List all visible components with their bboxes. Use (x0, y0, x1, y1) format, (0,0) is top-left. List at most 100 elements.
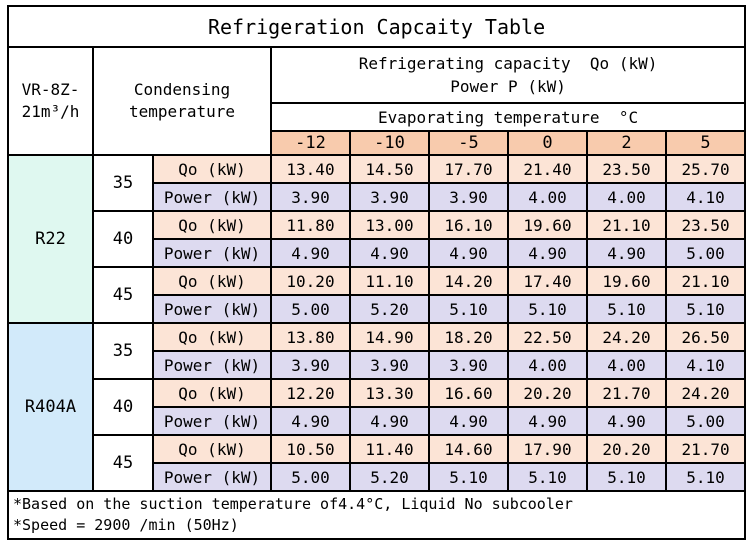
qo-value-cell: 21.70 (586, 378, 667, 408)
header-row-1: VR-8Z- 21m³/h Condensing temperature Ref… (7, 46, 747, 156)
power-value-cell: 4.10 (664, 350, 747, 380)
temp-col-header: -5 (428, 130, 509, 156)
qo-value-cell: 24.20 (664, 378, 747, 408)
condensing-value-cell: 35 (92, 154, 154, 212)
table-row: Power (kW) 4.90 4.90 4.90 4.90 4.90 5.00 (8, 238, 747, 268)
table-row: Power (kW) 3.90 3.90 3.90 4.00 4.00 4.10 (8, 182, 747, 212)
power-value-cell: 3.90 (428, 350, 509, 380)
table-row: Power (kW) 4.90 4.90 4.90 4.90 4.90 5.00 (8, 406, 747, 436)
footnotes-cell: *Based on the suction temperature of4.4°… (6, 490, 747, 540)
qo-value-cell: 13.40 (270, 154, 351, 184)
temp-col-header: 0 (507, 130, 588, 156)
qo-value-cell: 16.10 (428, 210, 509, 240)
table-row: Power (kW) 3.90 3.90 3.90 4.00 4.00 4.10 (8, 350, 747, 380)
power-value-cell: 3.90 (270, 182, 351, 212)
refrigeration-table: Refrigeration Capcaity Table VR-8Z- 21m³… (6, 5, 747, 540)
qo-value-cell: 20.20 (507, 378, 588, 408)
power-value-cell: 3.90 (428, 182, 509, 212)
power-value-cell: 5.20 (349, 294, 430, 324)
table-row: 45 Qo (kW) 10.20 11.10 14.20 17.40 19.60… (8, 266, 747, 324)
power-row-label: Power (kW) (152, 462, 272, 492)
power-value-cell: 5.10 (664, 462, 747, 492)
power-value-cell: 4.10 (664, 182, 747, 212)
qo-value-cell: 14.60 (428, 434, 509, 464)
power-value-cell: 4.90 (270, 406, 351, 436)
power-value-cell: 5.10 (664, 294, 747, 324)
power-value-cell: 4.90 (586, 406, 667, 436)
power-row-label: Power (kW) (152, 406, 272, 436)
qo-value-cell: 11.80 (270, 210, 351, 240)
qo-value-cell: 16.60 (428, 378, 509, 408)
power-value-cell: 4.90 (428, 406, 509, 436)
condensing-value-cell: 40 (92, 378, 154, 436)
qo-row-label: Qo (kW) (152, 434, 272, 464)
qo-value-cell: 21.70 (664, 434, 747, 464)
power-value-cell: 4.90 (428, 238, 509, 268)
qo-row-label: Qo (kW) (152, 210, 272, 240)
power-value-cell: 3.90 (349, 182, 430, 212)
qo-value-cell: 21.10 (586, 210, 667, 240)
table-row: Power (kW) 5.00 5.20 5.10 5.10 5.10 5.10 (8, 294, 747, 324)
temp-col-header: -12 (270, 130, 351, 156)
power-value-cell: 4.90 (586, 238, 667, 268)
power-value-cell: 4.90 (507, 238, 588, 268)
power-value-cell: 5.10 (586, 462, 667, 492)
qo-value-cell: 18.20 (428, 322, 509, 352)
refrigerant-cell-r404a: R404A (7, 322, 94, 492)
qo-value-cell: 12.20 (270, 378, 351, 408)
table-row: R404A 35 Qo (kW) 13.80 14.90 18.20 22.50… (7, 322, 747, 492)
qo-value-cell: 13.30 (349, 378, 430, 408)
qo-row-label: Qo (kW) (152, 322, 272, 352)
power-value-cell: 4.00 (586, 182, 667, 212)
temp-col-header: 2 (586, 130, 667, 156)
refrigeration-capacity-sheet: Refrigeration Capcaity Table VR-8Z- 21m³… (6, 5, 747, 540)
qo-value-cell: 11.40 (349, 434, 430, 464)
qo-value-cell: 17.40 (507, 266, 588, 296)
power-value-cell: 4.00 (507, 182, 588, 212)
qo-value-cell: 10.50 (270, 434, 351, 464)
power-value-cell: 5.10 (428, 294, 509, 324)
condensing-temperature-header: Condensing temperature (92, 46, 272, 156)
condensing-value-cell: 35 (92, 322, 154, 380)
power-value-cell: 5.10 (507, 294, 588, 324)
power-value-cell: 5.00 (664, 406, 747, 436)
power-value-cell: 3.90 (349, 350, 430, 380)
qo-value-cell: 17.90 (507, 434, 588, 464)
qo-row-label: Qo (kW) (152, 266, 272, 296)
qo-value-cell: 22.50 (507, 322, 588, 352)
qo-value-cell: 21.40 (507, 154, 588, 184)
power-value-cell: 5.10 (586, 294, 667, 324)
power-value-cell: 3.90 (270, 350, 351, 380)
qo-value-cell: 17.70 (428, 154, 509, 184)
qo-value-cell: 11.10 (349, 266, 430, 296)
table-row: 40 Qo (kW) 12.20 13.30 16.60 20.20 21.70… (8, 378, 747, 436)
condensing-value-cell: 45 (92, 266, 154, 324)
power-value-cell: 4.90 (349, 406, 430, 436)
power-row-label: Power (kW) (152, 182, 272, 212)
qo-row-label: Qo (kW) (152, 154, 272, 184)
footnote-suction: *Based on the suction temperature of4.4°… (13, 495, 573, 513)
qo-value-cell: 19.60 (586, 266, 667, 296)
header-row-2: Evaporating temperature °C (8, 102, 747, 132)
refrigerant-cell-r22: R22 (7, 154, 94, 324)
temp-col-header: 5 (664, 130, 747, 156)
power-value-cell: 4.90 (349, 238, 430, 268)
power-row-label: Power (kW) (152, 238, 272, 268)
power-value-cell: 4.00 (507, 350, 588, 380)
model-line2: 21m³/h (21, 102, 80, 121)
qo-value-cell: 14.90 (349, 322, 430, 352)
qo-value-cell: 23.50 (586, 154, 667, 184)
model-line1: VR-8Z- (21, 80, 80, 99)
power-value-cell: 5.00 (270, 462, 351, 492)
qo-value-cell: 10.20 (270, 266, 351, 296)
table-row: Power (kW) 5.00 5.20 5.10 5.10 5.10 5.10 (8, 462, 747, 492)
condensing-value-cell: 45 (92, 434, 154, 492)
power-row-label: Power (kW) (152, 350, 272, 380)
qo-value-cell: 23.50 (664, 210, 747, 240)
table-row: 40 Qo (kW) 11.80 13.00 16.10 19.60 21.10… (8, 210, 747, 268)
power-value-cell: 5.20 (349, 462, 430, 492)
power-row-label: Power (kW) (152, 294, 272, 324)
qo-value-cell: 14.20 (428, 266, 509, 296)
qo-value-cell: 20.20 (586, 434, 667, 464)
qo-row-label: Qo (kW) (152, 378, 272, 408)
